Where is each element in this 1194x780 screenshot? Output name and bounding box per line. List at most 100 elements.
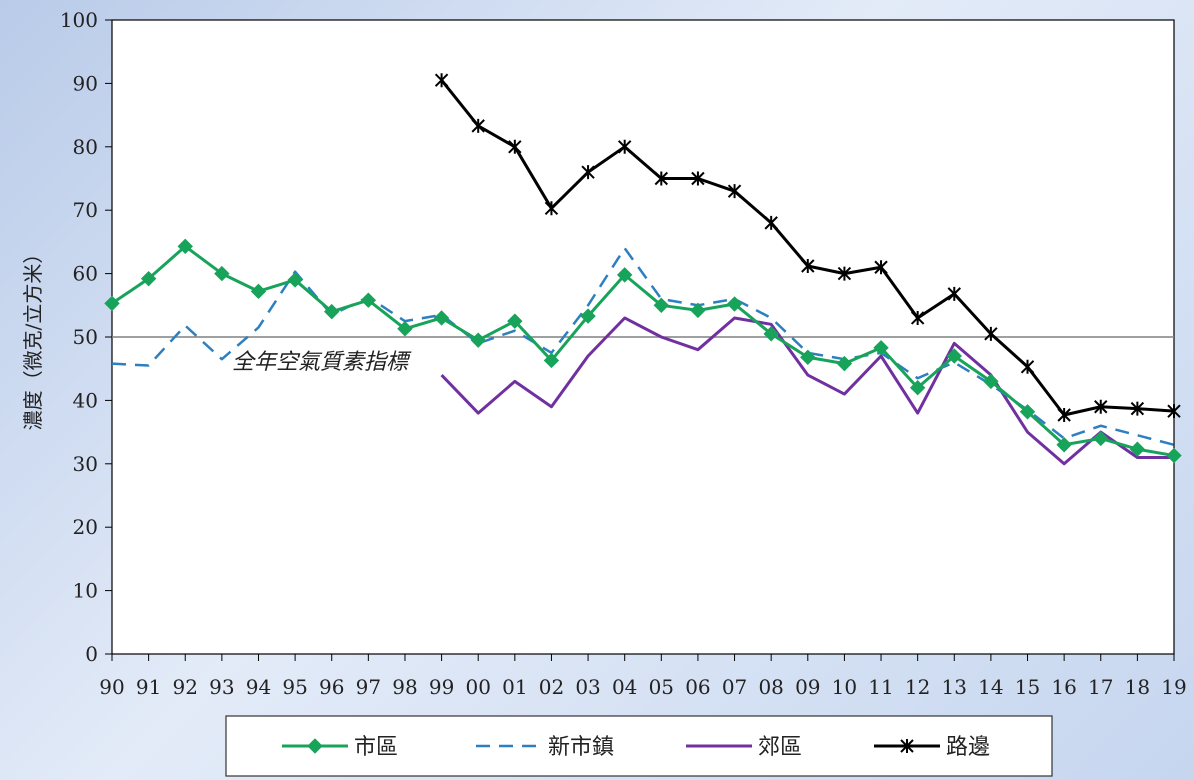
legend-box — [225, 715, 1053, 777]
data-point-marker — [1093, 430, 1109, 447]
data-point-marker — [544, 201, 559, 216]
x-tick-label: 09 — [795, 675, 820, 699]
series-line — [111, 244, 1175, 458]
data-point-marker — [616, 267, 633, 283]
data-point-marker — [250, 283, 267, 300]
x-tick-label: 15 — [1015, 675, 1040, 699]
legend-label: 路邊 — [946, 735, 990, 760]
y-tick-label: 100 — [60, 8, 98, 32]
data-point-marker — [874, 260, 888, 275]
data-point-marker — [507, 313, 523, 329]
data-point-marker — [307, 738, 323, 754]
legend-label: 郊區 — [758, 735, 802, 760]
y-tick-label: 80 — [73, 135, 98, 159]
y-axis-label: 濃度（微克/立方米） — [21, 244, 45, 431]
x-tick-label: 07 — [722, 675, 747, 699]
data-point-marker — [654, 171, 669, 186]
x-tick-label: 08 — [758, 675, 783, 699]
data-point-marker — [763, 326, 779, 342]
series-line — [440, 316, 1174, 466]
x-tick-label: 98 — [392, 675, 417, 699]
data-point-marker — [433, 310, 450, 326]
series-2 — [440, 316, 1174, 466]
x-tick-label: 99 — [429, 675, 454, 699]
data-point-marker — [471, 118, 485, 133]
series-1 — [111, 246, 1175, 446]
y-tick-label: 50 — [73, 325, 98, 349]
data-point-marker — [836, 355, 853, 372]
x-tick-label: 04 — [612, 675, 637, 699]
data-point-marker — [837, 266, 852, 281]
data-point-marker — [508, 139, 522, 154]
data-point-marker — [470, 332, 486, 348]
data-point-marker — [1056, 437, 1072, 453]
y-tick-label: 60 — [73, 262, 98, 286]
data-point-marker — [360, 292, 377, 308]
data-point-marker — [946, 348, 962, 364]
x-tick-label: 93 — [209, 675, 234, 699]
data-point-marker — [691, 171, 705, 186]
x-tick-label: 03 — [575, 675, 600, 699]
data-point-marker — [580, 308, 596, 324]
y-tick-label: 90 — [73, 71, 98, 95]
x-tick-label: 02 — [539, 675, 564, 699]
x-tick-label: 06 — [685, 675, 710, 699]
x-tick-label: 14 — [978, 675, 1003, 699]
data-point-marker — [947, 286, 961, 301]
data-point-marker — [1094, 399, 1108, 414]
data-point-marker — [910, 310, 925, 325]
data-point-marker — [726, 296, 743, 312]
data-point-marker — [1130, 401, 1145, 416]
data-point-marker — [1166, 447, 1182, 464]
legend-label: 新市鎮 — [548, 735, 614, 760]
x-tick-label: 12 — [905, 675, 930, 699]
data-point-marker — [581, 165, 595, 180]
data-point-marker — [764, 215, 778, 230]
x-tick-label: 16 — [1051, 675, 1076, 699]
data-point-marker — [690, 302, 706, 319]
data-point-marker — [287, 272, 303, 288]
data-point-marker — [727, 184, 742, 199]
data-point-marker — [397, 321, 413, 337]
data-point-marker — [1020, 359, 1035, 374]
data-point-marker — [617, 139, 632, 154]
data-point-marker — [140, 270, 157, 287]
data-point-marker — [104, 295, 120, 312]
x-tick-label: 00 — [465, 675, 490, 699]
data-point-marker — [909, 380, 926, 396]
data-point-marker — [653, 297, 670, 314]
x-tick-label: 19 — [1161, 675, 1186, 699]
x-tick-label: 95 — [282, 675, 307, 699]
y-tick-label: 20 — [73, 515, 98, 539]
data-point-marker — [984, 326, 998, 341]
x-tick-label: 97 — [356, 675, 381, 699]
legend: 市區 新市鎮 郊區 路邊 — [282, 735, 990, 760]
data-point-marker — [1129, 441, 1146, 457]
legend-label: 市區 — [354, 735, 398, 760]
x-tick-label: 10 — [832, 675, 857, 699]
data-point-marker — [800, 349, 816, 365]
data-point-marker — [434, 73, 449, 88]
data-point-marker — [801, 258, 815, 273]
y-tick-label: 30 — [73, 452, 98, 476]
data-point-marker — [324, 303, 340, 320]
data-point-marker — [177, 238, 193, 255]
data-point-marker — [214, 265, 230, 282]
x-tick-label: 17 — [1088, 675, 1113, 699]
data-point-marker — [1057, 407, 1071, 422]
data-point-marker — [1019, 404, 1036, 420]
y-axis: 0 10 20 30 40 50 60 70 80 90 100 — [60, 8, 112, 666]
y-tick-label: 40 — [73, 388, 98, 412]
data-point-marker — [983, 373, 999, 390]
x-tick-label: 18 — [1125, 675, 1150, 699]
x-tick-label: 05 — [649, 675, 674, 699]
series-line — [111, 246, 1175, 446]
series-3 — [434, 73, 1181, 422]
x-tick-label: 91 — [136, 675, 161, 699]
series-layer — [104, 73, 1182, 466]
x-tick-label: 94 — [246, 675, 271, 699]
x-tick-label: 13 — [942, 675, 967, 699]
x-tick-label: 92 — [173, 675, 198, 699]
x-axis: 90 91 92 93 94 95 96 97 98 99 00 01 02 03 04 05 06 07 08 09… — [99, 654, 1187, 699]
